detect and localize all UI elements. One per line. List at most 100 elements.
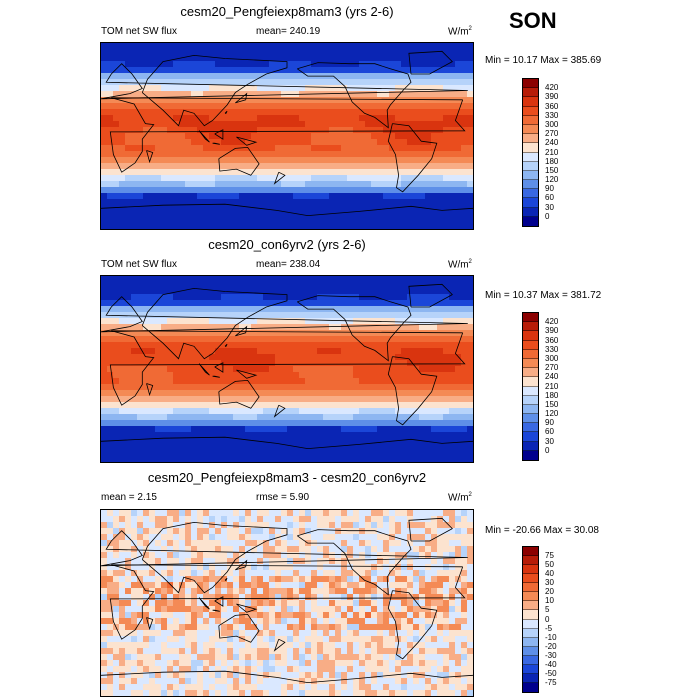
panel3-colorbar [522,546,539,693]
coastline [146,150,154,164]
coastline [198,130,210,143]
coastline [387,590,438,660]
colorbar-swatch [523,97,538,107]
colorbar-tick-label: 20 [545,587,554,597]
coastline [109,330,466,406]
colorbar-tick-label: 0 [545,614,550,624]
colorbar-swatch [523,161,538,171]
panel1-title: cesm20_Pengfeiexp8mam3 (yrs 2-6) [180,4,394,19]
panel1-units-label: W/m2 [448,26,472,38]
colorbar-swatch [523,655,538,665]
colorbar-swatch [523,441,538,451]
colorbar-swatch [523,313,538,323]
colorbar-tick-label: 75 [545,551,554,561]
colorbar-swatch [523,115,538,125]
colorbar-tick-label: 330 [545,344,559,354]
colorbar-swatch [523,450,538,460]
colorbar-swatch [523,207,538,217]
colorbar-swatch [523,395,538,405]
panel3-rmse-label: rmse = 5.90 [256,492,310,503]
panel3-minmax: Min = -20.66 Max = 30.08 [485,525,599,536]
panel2-colorbar [522,312,539,461]
colorbar-tick-label: -30 [545,650,557,660]
colorbar-swatch [523,556,538,566]
colorbar-swatch [523,414,538,424]
coastline [101,530,468,567]
colorbar-swatch [523,88,538,98]
colorbar-tick-label: 120 [545,409,559,419]
coastline [273,404,286,418]
colorbar-tick-label: -5 [545,623,553,633]
coastline [387,356,438,426]
coastline [297,295,412,362]
panel2-minmax: Min = 10.37 Max = 381.72 [485,290,602,301]
colorbar-tick-label: 90 [545,418,554,428]
coastline [198,597,210,610]
coastline [141,54,288,127]
colorbar-swatch [523,637,538,647]
field-cells [101,510,473,696]
coastline [141,287,288,360]
colorbar-swatch [523,377,538,387]
colorbar-swatch [523,216,538,226]
colorbar-swatch [523,592,538,602]
panel2-map-plot [101,276,473,462]
panel3-units-label: W/m2 [448,492,472,504]
colorbar-swatch [523,432,538,442]
colorbar-tick-label: 30 [545,202,554,212]
colorbar-swatch [523,180,538,190]
coastline [109,564,466,640]
colorbar-swatch [523,124,538,135]
coastline [408,517,453,542]
coastline [101,203,473,217]
coastline [212,142,220,145]
colorbar-tick-label: 30 [545,578,554,588]
coastline [214,362,224,373]
colorbar-swatch [523,349,538,359]
colorbar-tick-label: 360 [545,335,559,345]
colorbar-swatch [523,423,538,433]
colorbar-swatch [523,610,538,620]
colorbar-tick-label: 60 [545,427,554,437]
colorbar-tick-label: -75 [545,677,557,687]
panel3-map-plot [101,510,473,696]
colorbar-swatch [523,340,538,350]
coastline [224,110,228,114]
colorbar-tick-label: 360 [545,101,559,111]
colorbar-swatch [523,547,538,557]
colorbar-swatch [523,628,538,638]
colorbar-tick-label: 90 [545,184,554,194]
colorbar-tick-label: 120 [545,175,559,185]
panel2-title: cesm20_con6yrv2 (yrs 2-6) [208,237,366,252]
colorbar-swatch [523,673,538,683]
colorbar-swatch [523,664,538,674]
colorbar-tick-label: 300 [545,353,559,363]
colorbar-swatch [523,619,538,629]
coastline [235,325,248,337]
panel2-units-label: W/m2 [448,259,472,271]
colorbar-tick-label: 5 [545,605,550,615]
colorbar-tick-label: 420 [545,317,559,327]
colorbar-tick-label: 270 [545,363,559,373]
panel1-map [100,42,474,230]
coastline [235,559,248,571]
coastline [273,171,286,185]
colorbar-swatch [523,583,538,593]
colorbar-tick-label: 30 [545,436,554,446]
season-label: SON [509,8,557,33]
coastline [212,609,220,612]
coastline [224,343,228,347]
colorbar-tick-label: 390 [545,326,559,336]
colorbar-tick-label: -20 [545,641,557,651]
colorbar-tick-label: -10 [545,632,557,642]
colorbar-swatch [523,646,538,656]
colorbar-swatch [523,152,538,162]
panel2-mean-label: mean= 238.04 [256,259,321,270]
colorbar-tick-label: 210 [545,381,559,391]
colorbar-tick-label: 270 [545,129,559,139]
colorbar-swatch [523,601,538,611]
coastline [101,670,473,684]
coastline [101,296,468,333]
colorbar-tick-label: 240 [545,138,559,148]
colorbar-swatch [523,322,538,332]
